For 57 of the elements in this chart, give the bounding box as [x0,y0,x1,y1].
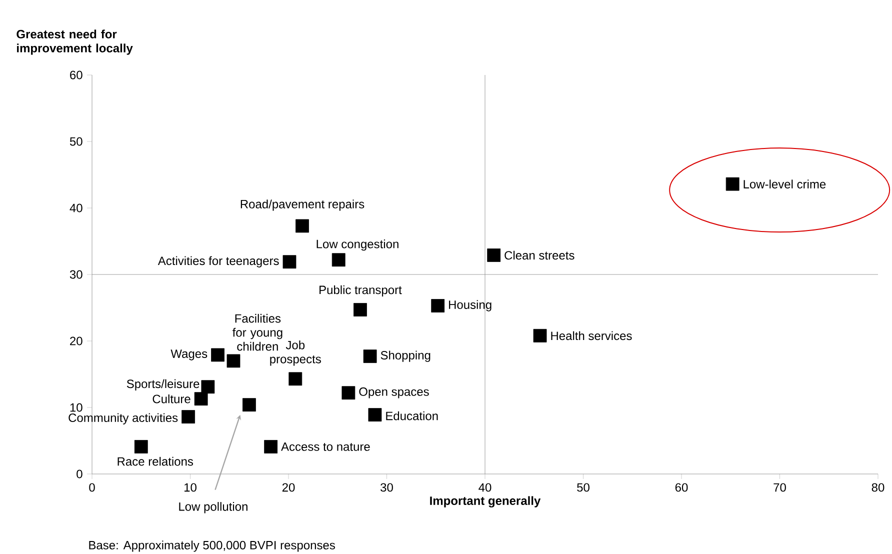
series-label: Access to nature [281,442,370,451]
point [354,303,367,316]
point [487,248,501,262]
series-label: Housing [449,300,492,312]
x-tick-label: 50 [577,483,590,492]
text: Low pollution [179,502,248,514]
y-tick-label: 0 [76,470,82,478]
x-axis-title: Important generally [430,496,541,508]
point [368,408,382,422]
point [533,328,547,342]
series-label: Activities for teenagers [158,256,279,268]
y-tick-label: 50 [70,137,82,146]
point [226,354,240,368]
series-label: Culture [152,394,190,404]
point [201,380,215,394]
point [264,440,278,454]
x-tick-label: 80 [872,483,884,492]
point [182,410,195,424]
series-label: Road/pavement repairs [240,200,364,211]
point [134,440,148,454]
series-label: Low congestion [316,239,398,251]
y-tick-label: 10 [70,403,82,412]
text: Base: Approximately 500,000 BVPI responses [89,540,335,552]
x-tick-label: 10 [184,483,196,492]
point [242,398,256,412]
x-tick-label: 60 [675,483,688,492]
point [332,253,346,267]
point [282,255,296,269]
y-axis-title: Greatest need for improvement locally [16,30,133,55]
series-label: Low-level crime [744,180,826,188]
series-label: Health services [551,331,632,340]
series-label: Wages [170,350,208,360]
point [431,299,445,312]
series-label: Shopping [380,350,430,362]
x-tick-label: 30 [380,483,393,492]
series-label: Sports/leisure [126,379,200,390]
point [363,350,377,363]
x-tick-label: 0 [89,483,95,492]
x-tick-label: 70 [774,483,786,492]
series-label: Public transport [320,285,402,297]
y-tick-label: 60 [70,70,82,80]
x-tick-label: 40 [478,483,492,492]
series-label: Open spaces [359,387,429,398]
series-label: Community activities [68,413,178,424]
y-tick-label: 40 [70,204,82,212]
point [342,386,356,400]
point [211,348,224,362]
y-tick-label: 30 [70,270,82,279]
y-tick-label: 20 [70,336,82,346]
point [288,372,302,386]
point [296,219,309,233]
series-label: Clean streets [504,250,574,260]
x-tick-label: 20 [282,483,295,492]
series-label: Education [386,411,438,420]
point [194,392,208,406]
point [726,177,740,191]
series-label: Race relations [118,456,194,466]
